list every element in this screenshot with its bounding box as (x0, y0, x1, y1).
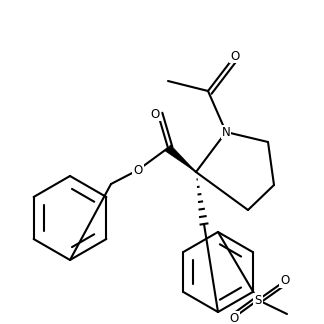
Text: S: S (254, 294, 262, 307)
Text: O: O (230, 50, 240, 63)
Text: O: O (133, 164, 143, 177)
Polygon shape (165, 145, 196, 172)
Text: O: O (280, 274, 290, 287)
Text: N: N (222, 125, 230, 138)
Text: O: O (229, 311, 238, 324)
Text: O: O (150, 108, 160, 121)
